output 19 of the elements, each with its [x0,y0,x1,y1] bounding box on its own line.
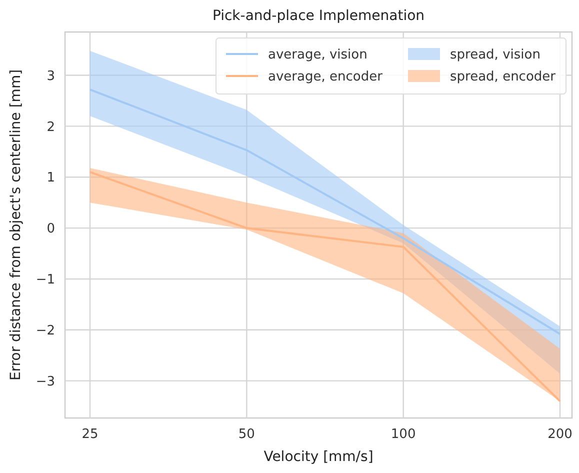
y-tick-label: 2 [46,120,55,135]
y-axis-title: Error distance from object's centerline [mm] [8,69,24,381]
x-axis-title: Velocity [mm/s] [264,449,374,465]
y-tick-label: 1 [46,170,55,186]
chart-title: Pick-and-place Implemenation [212,8,425,24]
legend-label: spread, vision [450,48,540,63]
x-tick-label: 100 [390,427,416,442]
y-tick-label: −2 [36,323,55,338]
x-tick-label: 50 [238,427,255,442]
legend-label: spread, encoder [450,70,556,85]
legend-label: average, vision [268,48,368,63]
y-tick-label: 0 [46,222,55,237]
y-tick-label: −3 [36,374,55,390]
x-tick-label: 25 [82,427,98,442]
y-tick-label: 3 [46,68,55,84]
legend-label: average, encoder [268,70,384,85]
line-series [89,88,561,335]
y-tick-label: −1 [36,272,55,288]
x-tick-label: 200 [548,427,572,442]
